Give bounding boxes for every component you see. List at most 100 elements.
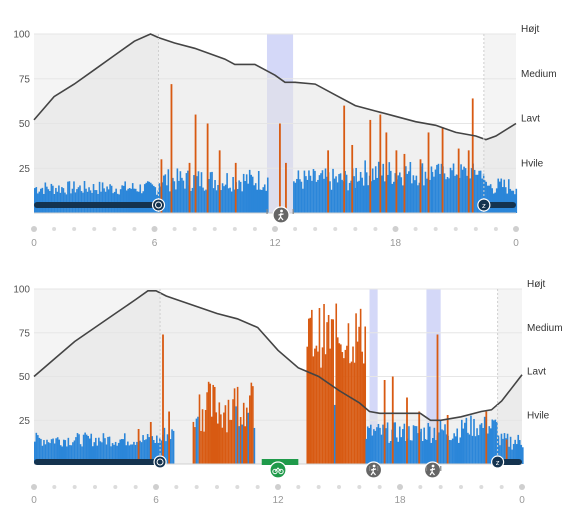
- stress-spike: [137, 429, 140, 464]
- bike-icon-bg: [269, 461, 287, 479]
- rest-bar: [496, 422, 498, 464]
- rest-bar: [446, 177, 449, 213]
- stress-bar: [236, 386, 239, 464]
- rest-bar: [486, 433, 489, 464]
- stress-bar: [215, 412, 218, 464]
- rest-bar: [99, 441, 102, 464]
- rest-bar: [371, 168, 374, 213]
- rest-bar: [421, 441, 424, 464]
- rest-bar: [102, 433, 105, 464]
- rest-bar: [37, 435, 39, 464]
- rest-bar: [347, 190, 349, 213]
- rest-bar: [202, 187, 204, 213]
- walking-icon[interactable]: [364, 461, 383, 479]
- walking-icon[interactable]: [272, 206, 290, 224]
- stress-bar: [330, 319, 333, 464]
- rest-bar: [148, 437, 150, 464]
- sleep-icon[interactable]: z: [477, 198, 491, 212]
- rest-bar: [133, 188, 136, 213]
- rest-bar: [182, 180, 185, 213]
- rest-bar: [146, 181, 149, 213]
- rest-bar: [394, 422, 397, 464]
- stress-bar: [321, 347, 324, 464]
- rest-bar: [359, 171, 362, 213]
- rest-bar: [411, 440, 413, 464]
- timeline-marker: [377, 466, 379, 471]
- rest-bar: [73, 181, 75, 213]
- rest-bar: [400, 177, 403, 213]
- rest-bar: [61, 187, 63, 213]
- rest-bar: [434, 169, 437, 213]
- rest-bar: [497, 178, 500, 213]
- bike-icon[interactable]: [269, 461, 287, 479]
- hour-dot: [272, 226, 278, 232]
- rest-bar: [232, 177, 234, 213]
- rest-bar: [254, 183, 257, 213]
- rest-bar: [480, 423, 483, 464]
- x-tick-label: 12: [269, 238, 281, 249]
- rest-bar: [72, 442, 74, 464]
- rest-bar: [75, 437, 77, 464]
- hour-dot: [31, 226, 37, 232]
- rest-bar: [515, 188, 518, 213]
- rest-bar: [479, 170, 482, 213]
- rest-bar: [362, 185, 365, 213]
- rest-bar: [439, 173, 441, 213]
- rest-bar: [377, 161, 380, 213]
- stress-bar: [229, 419, 231, 464]
- rest-bar: [355, 167, 357, 213]
- rest-bar: [167, 169, 170, 213]
- rest-bar: [503, 433, 506, 464]
- rest-bar: [511, 449, 513, 464]
- rest-bar: [34, 188, 36, 213]
- rest-bar: [417, 433, 419, 464]
- rest-bar: [479, 424, 481, 464]
- rest-bar: [238, 426, 240, 464]
- walking-icon[interactable]: [423, 461, 442, 479]
- rest-bar: [485, 181, 487, 213]
- alarm-clock-icon[interactable]: [151, 198, 166, 212]
- alarm-clock-icon[interactable]: [153, 455, 167, 469]
- sleep-icon[interactable]: z: [491, 455, 505, 469]
- rest-bar: [139, 184, 142, 213]
- rest-bar: [95, 437, 97, 464]
- rest-bar: [380, 175, 383, 213]
- rest-bar: [238, 180, 240, 213]
- rest-bar: [477, 435, 480, 464]
- walker-head: [372, 464, 376, 468]
- bike-wheel: [272, 468, 278, 475]
- rest-bar: [58, 185, 60, 213]
- rest-bar: [412, 175, 415, 213]
- sleep-timeline-bar: [483, 202, 516, 208]
- rest-bar: [495, 188, 498, 213]
- rest-bar: [111, 443, 114, 464]
- stress-bar: [250, 382, 253, 464]
- rest-bar: [374, 430, 377, 464]
- rest-bar: [399, 172, 401, 213]
- rest-bar: [451, 170, 453, 213]
- hour-dot: [513, 226, 519, 232]
- rest-bar: [457, 442, 460, 464]
- rest-bar: [128, 445, 131, 464]
- stress-spike: [343, 105, 346, 213]
- rest-bar: [469, 178, 471, 213]
- rest-bar: [85, 434, 88, 464]
- stress-spike: [457, 148, 460, 213]
- rest-bar: [127, 188, 129, 213]
- rest-bar: [309, 175, 312, 213]
- hour-dot: [192, 227, 197, 231]
- rest-bar: [134, 444, 137, 464]
- rest-bar: [370, 424, 372, 464]
- hour-dot: [296, 485, 301, 489]
- rest-bar: [424, 439, 426, 464]
- stress-bar: [344, 349, 347, 464]
- stress-bar: [362, 363, 365, 464]
- stress-spike: [188, 162, 191, 213]
- rest-bar: [77, 187, 80, 213]
- rest-bar: [330, 189, 333, 213]
- rest-bar: [474, 436, 477, 464]
- rest-bar: [58, 439, 60, 464]
- stress-spike: [441, 127, 444, 213]
- rest-bar: [476, 174, 479, 213]
- rest-bar: [445, 179, 447, 213]
